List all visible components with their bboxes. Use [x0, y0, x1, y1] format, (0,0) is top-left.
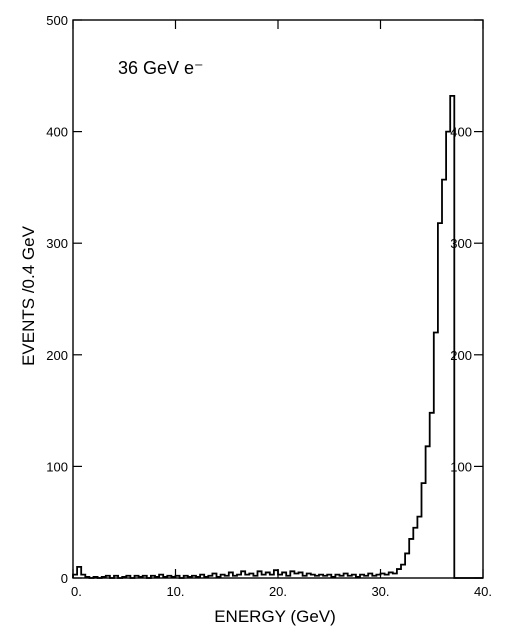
y-tick-label-right: 200	[450, 348, 472, 363]
histogram-bars-group	[73, 96, 454, 578]
x-tick-label: 40.	[474, 584, 492, 599]
y-tick-label: 200	[46, 348, 68, 363]
y-tick-label: 0	[61, 571, 68, 586]
y-axis-label: EVENTS /0.4 GeV	[19, 225, 38, 365]
y-tick-label: 300	[46, 236, 68, 251]
x-tick-label: 30.	[371, 584, 389, 599]
histogram-bin	[442, 180, 446, 578]
x-tick-label: 20.	[269, 584, 287, 599]
y-tick-label: 400	[46, 125, 68, 140]
tick-labels-group: 0 100 100 200 200 300 300 400 400 500 0. 10. 20. 30. 4…	[46, 13, 492, 599]
y-tick-label-right: 100	[450, 459, 472, 474]
y-tick-label-right: 400	[450, 125, 472, 140]
y-tick-label: 100	[46, 459, 68, 474]
y-tick-label-right: 300	[450, 236, 472, 251]
y-tick-label: 500	[46, 13, 68, 28]
x-tick-label: 0.	[71, 584, 82, 599]
x-tick-label: 10.	[166, 584, 184, 599]
chart-annotation: 36 GeV e⁻	[118, 58, 204, 78]
histogram-outline	[72, 94, 483, 579]
x-axis-label: ENERGY (GeV)	[214, 607, 336, 626]
